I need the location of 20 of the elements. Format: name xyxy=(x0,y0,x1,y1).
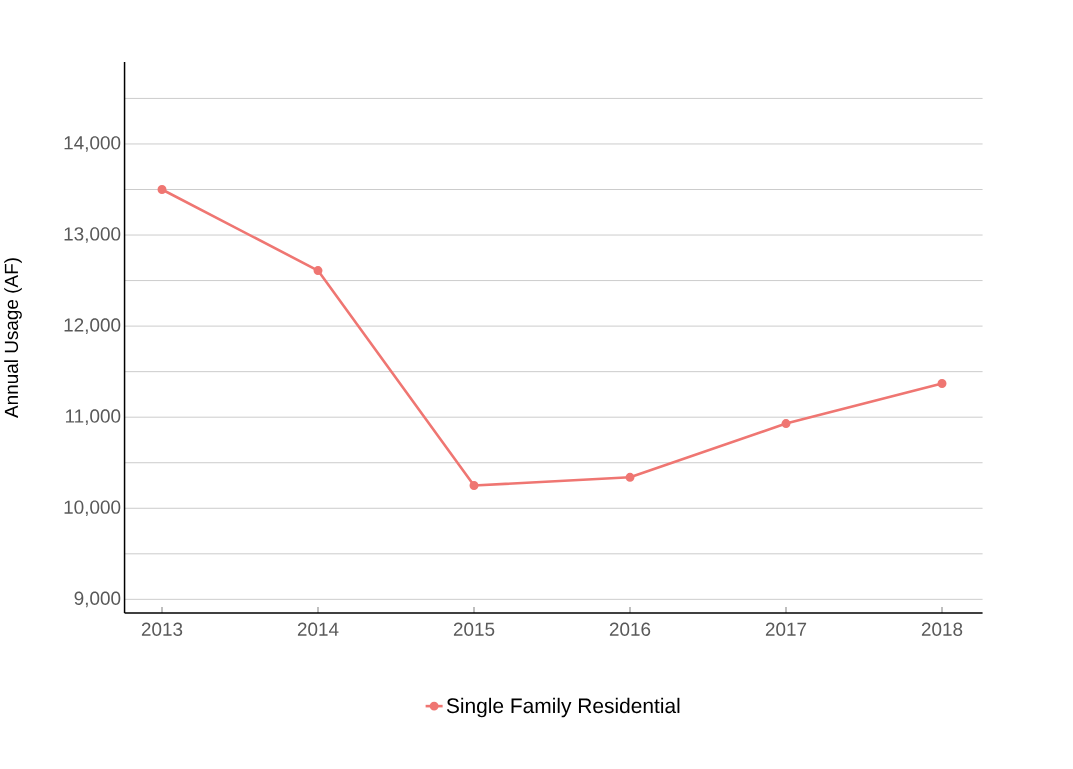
point xyxy=(157,185,167,194)
point xyxy=(469,481,479,490)
x-tick-label: 2018 xyxy=(921,622,963,636)
y-tick-label: 11,000 xyxy=(65,409,121,426)
x-tick-label: 2017 xyxy=(765,622,807,636)
legend-label: Single Family Residential xyxy=(446,697,680,718)
point xyxy=(313,266,323,276)
x-tick-label: 2015 xyxy=(453,622,495,636)
y-tick-label: 14,000 xyxy=(64,136,121,152)
point xyxy=(625,472,635,482)
point xyxy=(937,379,947,388)
x-tick-label: 2013 xyxy=(141,622,183,636)
y-axis-title: Annual Usage (AF) xyxy=(4,258,22,418)
point xyxy=(781,419,791,429)
y-tick-label: 13,000 xyxy=(64,227,121,243)
y-tick-label: 9,000 xyxy=(74,591,121,608)
y-tick-label: 12,000 xyxy=(64,318,121,334)
y-tick-label: 10,000 xyxy=(64,500,121,517)
x-tick-label: 2016 xyxy=(609,622,651,636)
x-tick-label: 2014 xyxy=(297,622,339,636)
